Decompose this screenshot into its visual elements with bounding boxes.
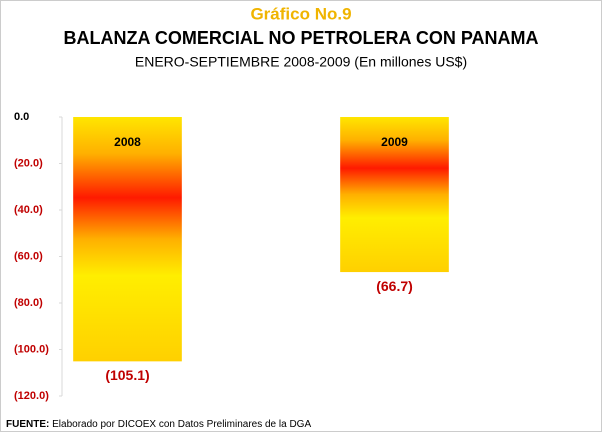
y-tick-label: (80.0) xyxy=(14,297,43,309)
category-label: 2008 xyxy=(114,135,141,149)
y-tick-label: 0.0 xyxy=(14,111,29,123)
bar xyxy=(340,117,449,273)
value-label: (66.7) xyxy=(376,278,413,294)
y-tick-label: (100.0) xyxy=(14,343,49,355)
category-label: 2009 xyxy=(381,135,408,149)
source-text: Elaborado por DICOEX con Datos Prelimina… xyxy=(52,419,311,430)
y-tick-label: (20.0) xyxy=(14,157,43,169)
y-tick-label: (40.0) xyxy=(14,204,43,216)
value-label: (105.1) xyxy=(105,367,149,383)
chart-subtitle: BALANZA COMERCIAL NO PETROLERA CON PANAM… xyxy=(64,28,539,48)
bar xyxy=(73,117,182,362)
chart-title: Gráfico No.9 xyxy=(250,4,351,23)
source-label: FUENTE: xyxy=(6,419,49,430)
y-tick-label: (60.0) xyxy=(14,250,43,262)
y-tick-label: (120.0) xyxy=(14,390,49,402)
source: FUENTE: Elaborado por DICOEX con Datos P… xyxy=(6,419,311,430)
chart-subtitle2: ENERO-SEPTIEMBRE 2008-2009 (En millones … xyxy=(135,54,467,70)
